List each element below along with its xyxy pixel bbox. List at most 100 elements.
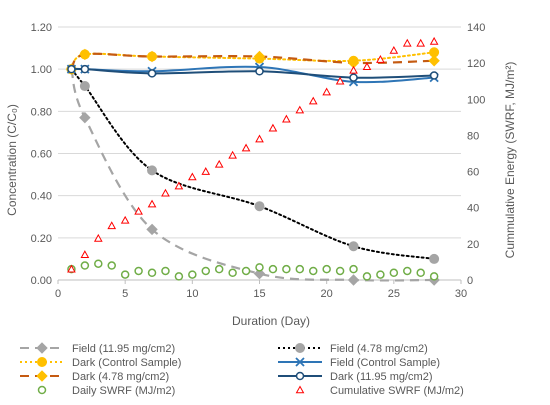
data-point	[241, 266, 251, 276]
data-point	[147, 199, 157, 208]
y2-tick-label: 140	[467, 22, 485, 34]
data-point	[322, 264, 331, 274]
legend-label: Daily SWRF (MJ/m2)	[72, 385, 175, 397]
legend-label: Dark (11.95 mg/cm2)	[330, 371, 433, 383]
data-point	[349, 65, 358, 74]
data-point	[282, 264, 291, 274]
legend-item: Field (Control Sample)	[278, 357, 440, 369]
data-point	[214, 159, 224, 168]
data-point	[120, 270, 130, 279]
data-point	[93, 233, 103, 242]
y-tick-label: 1.20	[31, 22, 52, 34]
data-point	[67, 64, 76, 74]
y-tick-label: 0.00	[31, 275, 52, 287]
data-point	[255, 67, 264, 76]
y-tick-label: 0.40	[31, 191, 52, 203]
data-point	[268, 264, 278, 274]
data-point	[429, 272, 439, 281]
data-point	[362, 272, 372, 281]
data-point	[295, 105, 305, 114]
data-point	[308, 96, 318, 105]
y2-axis-title: Cummulative Energy (SWRF, MJ/m²)	[503, 62, 517, 259]
data-point	[147, 268, 157, 278]
y2-tick-label: 100	[467, 94, 485, 106]
x-axis-title: Duration (Day)	[232, 314, 310, 328]
legend-marker	[295, 357, 305, 367]
x-tick-label: 15	[253, 288, 265, 300]
legend-marker	[36, 342, 48, 354]
data-point	[146, 223, 158, 236]
data-point	[201, 266, 211, 276]
data-point	[349, 73, 358, 82]
data-point	[389, 268, 399, 278]
data-point	[107, 261, 116, 270]
data-point	[94, 259, 103, 268]
data-point	[201, 167, 211, 175]
data-point	[348, 241, 359, 252]
data-point	[347, 274, 360, 286]
data-point	[335, 76, 345, 85]
legend-marker	[37, 357, 47, 367]
series-line	[70, 68, 436, 260]
y2-tick-label: 40	[467, 203, 479, 215]
data-point	[335, 266, 345, 276]
y-tick-label: 0.80	[31, 106, 52, 118]
tick-labels: 0.000.200.400.600.801.001.20020406080100…	[31, 22, 486, 300]
legend-marker	[295, 385, 305, 394]
legend-marker	[37, 385, 47, 395]
data-point	[79, 81, 90, 92]
data-point	[253, 50, 266, 63]
data-point	[79, 48, 91, 61]
y-axis-title: Concentration (C/C₀)	[5, 104, 19, 216]
data-point	[403, 266, 412, 276]
plot-area	[65, 36, 440, 286]
legend-item: Daily SWRF (MJ/m2)	[37, 385, 175, 397]
y-tick-label: 0.20	[31, 233, 52, 245]
data-point	[174, 181, 184, 190]
data-point	[282, 114, 291, 123]
data-point	[255, 134, 264, 143]
legend-marker	[36, 370, 48, 382]
data-point	[429, 253, 440, 264]
data-point	[228, 268, 237, 278]
series-7	[67, 36, 439, 273]
series-3	[66, 62, 439, 87]
data-point	[146, 50, 158, 63]
legend-label: Cumulative SWRF (MJ/m2)	[330, 385, 464, 397]
legend-item: Field (4.78 mg/cm2)	[278, 343, 428, 355]
data-point	[255, 263, 264, 272]
x-tick-label: 20	[321, 288, 333, 300]
data-point	[376, 270, 385, 279]
legend: Field (11.95 mg/cm2) Field (4.78 mg/cm2) D…	[20, 342, 464, 397]
legend-marker	[295, 343, 305, 353]
legend-marker	[295, 371, 305, 381]
data-point	[214, 264, 224, 274]
legend-item: Dark (Control Sample)	[20, 357, 181, 369]
legend-item: Cumulative SWRF (MJ/m2)	[295, 385, 464, 397]
data-point	[107, 221, 117, 230]
data-point	[188, 270, 197, 279]
y2-tick-label: 20	[467, 239, 479, 251]
data-point	[416, 268, 425, 278]
data-point	[376, 54, 385, 63]
data-point	[349, 264, 358, 274]
legend-item: Dark (4.78 mg/cm2)	[20, 370, 169, 383]
legend-label: Dark (4.78 mg/cm2)	[72, 371, 169, 383]
data-point	[80, 250, 90, 258]
data-point	[429, 71, 439, 80]
x-tick-label: 10	[186, 288, 198, 300]
data-point	[147, 69, 157, 78]
data-point	[80, 261, 90, 270]
x-tick-label: 5	[122, 288, 128, 300]
x-tick-label: 25	[388, 288, 400, 300]
legend-label: Field (11.95 mg/cm2)	[72, 343, 175, 355]
y2-tick-label: 0	[467, 275, 473, 287]
series-line	[70, 68, 435, 282]
data-point	[147, 165, 158, 176]
data-point	[268, 123, 278, 132]
data-point	[161, 188, 170, 197]
data-point	[79, 111, 91, 124]
y-tick-label: 0.60	[31, 149, 52, 161]
data-point	[228, 150, 237, 159]
